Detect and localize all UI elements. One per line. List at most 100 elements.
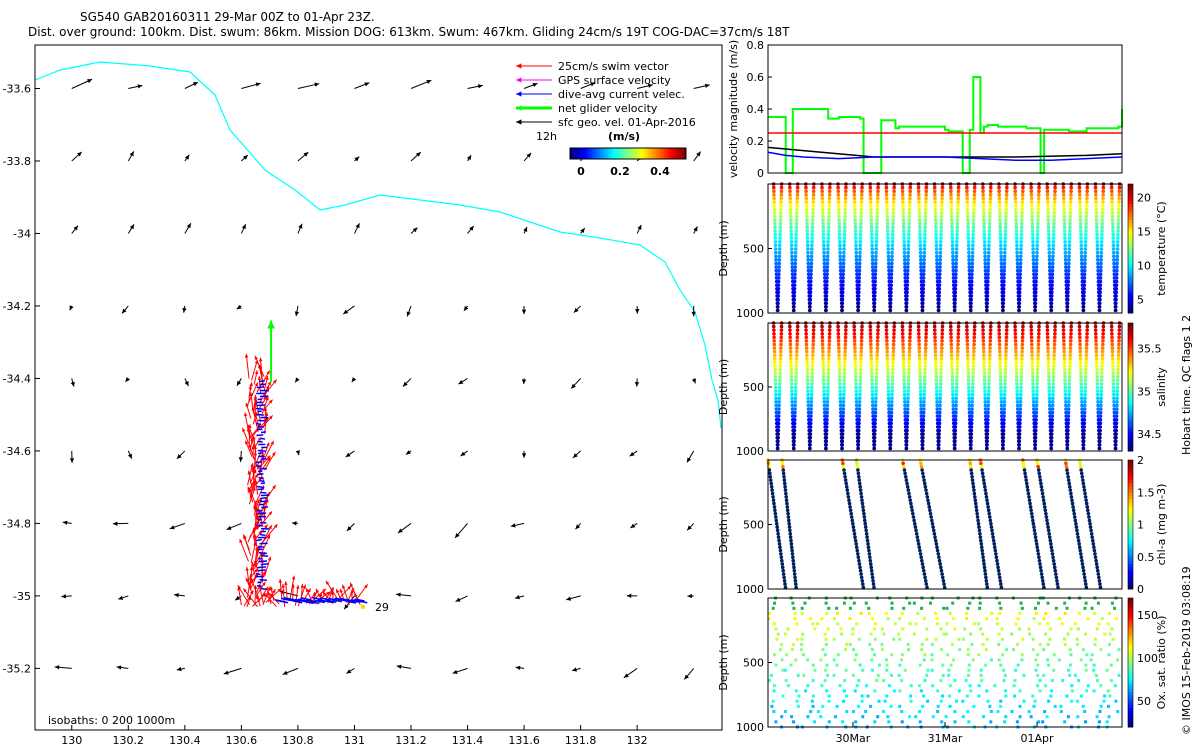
profile-point — [837, 229, 842, 233]
profile-point — [902, 464, 906, 469]
profile-point — [949, 214, 954, 219]
profile-point — [917, 214, 922, 219]
profile-point — [1075, 528, 1079, 533]
profile-point — [999, 389, 1003, 393]
profile-point — [989, 521, 993, 526]
profile-point — [1095, 250, 1100, 255]
profile-point — [1001, 308, 1005, 313]
profile-point — [887, 407, 891, 411]
profile-point — [987, 218, 992, 222]
profile-point — [1078, 548, 1083, 553]
profile-point — [821, 648, 825, 652]
profile-point — [1015, 382, 1019, 386]
profile-point — [903, 471, 907, 476]
profile-point — [930, 668, 934, 672]
profile-point — [870, 261, 875, 266]
profile-point — [982, 221, 986, 226]
profile-point — [914, 622, 918, 626]
profile-point — [928, 508, 932, 513]
profile-point — [827, 349, 831, 354]
swim-vector-head — [257, 376, 262, 380]
profile-point — [889, 268, 894, 273]
profile-point — [1018, 396, 1023, 401]
profile-point — [984, 575, 988, 580]
profile-point — [954, 403, 958, 408]
map-y-tick-label: -35.2 — [3, 662, 31, 675]
profile-point — [782, 575, 786, 580]
profile-point — [905, 286, 909, 291]
profile-point — [1097, 305, 1102, 309]
profile-point — [999, 403, 1004, 408]
profile-point — [938, 268, 942, 273]
profile-point — [886, 382, 890, 386]
profile-point — [842, 250, 846, 255]
profile-point — [875, 339, 880, 343]
profile-point — [1046, 364, 1051, 368]
swim-vector-head — [325, 580, 330, 585]
profile-point — [854, 243, 858, 248]
profile-point — [1079, 555, 1084, 560]
profile-point — [951, 261, 955, 266]
profile-point — [857, 704, 861, 708]
profile-point — [854, 261, 859, 266]
profile-point — [1016, 663, 1020, 667]
profile-point — [1079, 232, 1083, 237]
profile-point — [1037, 555, 1041, 560]
profile-point — [794, 221, 799, 226]
profile-point — [788, 193, 792, 197]
profile-point — [800, 606, 804, 610]
swim-vector-head — [243, 588, 247, 593]
profile-point — [1068, 367, 1072, 372]
panel-colorbar-swatch — [1128, 283, 1133, 288]
profile-point — [972, 491, 977, 496]
panel-colorbar-swatch — [1128, 348, 1133, 353]
profile-point — [1080, 562, 1085, 566]
profile-point — [773, 360, 777, 365]
geo-vector-head — [463, 305, 469, 311]
profile-point — [1101, 189, 1106, 194]
profile-point — [989, 710, 993, 714]
profile-point — [1066, 283, 1070, 287]
profile-point — [1100, 232, 1104, 237]
profile-point — [870, 392, 875, 397]
profile-point — [953, 301, 957, 305]
profile-point — [844, 668, 848, 672]
panel-colorbar-swatch — [1128, 498, 1133, 503]
swim-vector-head — [291, 575, 296, 580]
profile-point — [1047, 403, 1052, 408]
profile-point — [847, 498, 851, 503]
profile-point — [801, 632, 805, 636]
profile-point — [1019, 385, 1023, 390]
profile-point — [792, 290, 797, 295]
profile-point — [906, 250, 911, 255]
swim-vector-head — [239, 539, 243, 544]
profile-point — [1044, 511, 1048, 516]
profile-point — [857, 414, 862, 418]
profile-point — [792, 446, 796, 451]
profile-point — [776, 632, 780, 636]
profile-point — [890, 378, 895, 383]
profile-point — [777, 389, 782, 393]
profile-point — [1096, 268, 1100, 273]
profile-point — [826, 221, 831, 226]
profile-point — [1077, 331, 1082, 336]
profile-point — [933, 196, 937, 201]
profile-point — [1084, 360, 1088, 365]
profile-point — [1090, 535, 1095, 539]
profile-point — [969, 308, 973, 313]
profile-point — [1096, 403, 1100, 408]
profile-point — [789, 239, 794, 244]
profile-point — [953, 443, 957, 447]
profile-point — [1101, 335, 1105, 340]
profile-point — [885, 349, 889, 354]
panel-colorbar-swatch — [1128, 479, 1133, 484]
profile-point — [794, 218, 799, 222]
panel-colorbar-swatch — [1128, 196, 1133, 201]
profile-point — [843, 346, 848, 350]
profile-point — [873, 417, 877, 422]
profile-point — [844, 189, 848, 194]
dac-vector — [260, 554, 269, 557]
profile-point — [1050, 552, 1055, 556]
panel-colorbar-swatch — [1128, 501, 1133, 506]
